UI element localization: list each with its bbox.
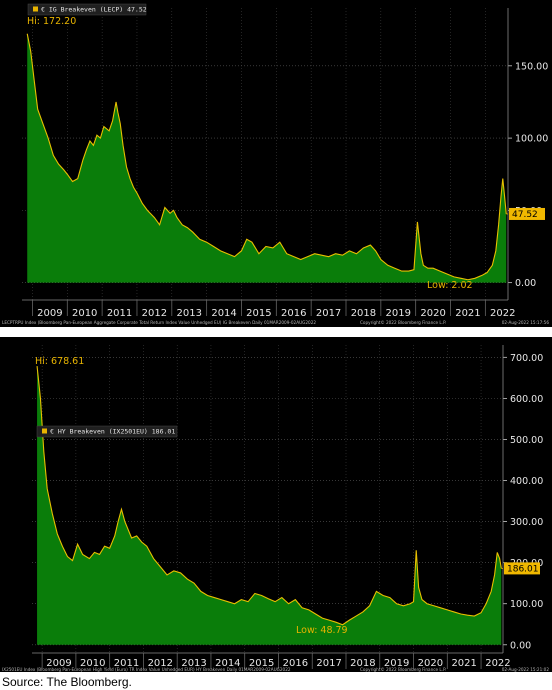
- ig-series-line: [26, 33, 507, 281]
- ig-area-fill: [27, 33, 507, 283]
- hy-x-tick-label: 2016: [283, 658, 308, 669]
- hy-x-tick-label: 2011: [114, 658, 139, 669]
- hy-x-tick-label: 2013: [181, 658, 206, 669]
- ig-x-tick-label: 2017: [316, 308, 341, 319]
- hy-breakeven-chart-panel: 700.00600.00500.00400.00300.00200.00100.…: [0, 337, 552, 672]
- ig-footer-description: LECPTRPU Index (Bloomberg Pan-European A…: [2, 320, 316, 325]
- hy-x-tick-label: 2014: [215, 658, 240, 669]
- ig-x-tick-label: 2009: [37, 308, 62, 319]
- ig-y-tick-label: 150.00: [515, 61, 548, 72]
- hy-x-tick-label: 2017: [316, 658, 341, 669]
- hy-y-tick-label: 0.00: [510, 640, 531, 651]
- hy-x-tick-label: 2010: [80, 658, 105, 669]
- hy-legend-box: [36, 425, 178, 438]
- ig-x-tick-label: 2020: [420, 308, 445, 319]
- hy-footer-description: IX2501EU Index (Bloomberg Pan-European H…: [2, 667, 291, 672]
- hy-x-tick-label: 2012: [148, 658, 173, 669]
- ig-low-label: Low: 2.02: [427, 280, 473, 291]
- hy-legend-label: € HY Breakeven (IX2501EU) 186.01: [50, 428, 175, 436]
- ig-breakeven-chart: 150.00100.0050.000.002009201020112012201…: [0, 0, 552, 327]
- ig-x-tick-label: 2013: [176, 308, 201, 319]
- ig-x-tick-label: 2011: [107, 308, 132, 319]
- hy-x-tick-label: 2020: [418, 658, 443, 669]
- hy-footer-copyright: Copyright© 2022 Bloomberg Finance L.P.: [360, 667, 446, 672]
- hy-y-tick-label: 500.00: [510, 435, 543, 446]
- ig-x-tick-label: 2010: [72, 308, 97, 319]
- ig-y-tick-label: 100.00: [515, 134, 548, 145]
- hy-y-tick-label: 600.00: [510, 394, 543, 405]
- hy-y-tick-label: 300.00: [510, 517, 543, 528]
- ig-legend-swatch: [33, 6, 38, 12]
- ig-x-tick-label: 2018: [351, 308, 376, 319]
- hy-y-tick-label: 400.00: [510, 476, 543, 487]
- hy-breakeven-chart: 700.00600.00500.00400.00300.00200.00100.…: [0, 337, 552, 672]
- hy-x-tick-label: 2009: [46, 658, 71, 669]
- hy-x-tick-label: 2015: [249, 658, 274, 669]
- ig-hi-label: Hi: 172.20: [27, 16, 76, 27]
- hy-last-value-box: [504, 562, 540, 575]
- ig-footer-date: 02-Aug-2022 15:17:56: [502, 320, 550, 325]
- hy-x-tick-label: 2019: [384, 658, 409, 669]
- hy-y-tick-label: 700.00: [510, 353, 543, 364]
- hy-legend-swatch: [42, 428, 47, 434]
- ig-x-tick-label: 2014: [211, 308, 236, 319]
- ig-y-tick-label: 0.00: [515, 278, 536, 289]
- ig-x-tick-label: 2022: [490, 308, 515, 319]
- hy-footer-date: 02-Aug-2022 15:21:02: [502, 667, 550, 672]
- ig-last-value-label: 47.52: [512, 210, 538, 220]
- ig-x-tick-label: 2016: [281, 308, 306, 319]
- hy-x-tick-label: 2022: [485, 658, 510, 669]
- hy-series-line: [36, 366, 502, 626]
- ig-x-tick-label: 2015: [246, 308, 271, 319]
- hy-area-fill: [37, 366, 502, 645]
- ig-x-tick-label: 2012: [142, 308, 167, 319]
- ig-legend-box: [27, 3, 147, 16]
- hy-low-label: Low: 48.79: [296, 625, 348, 636]
- source-note: Source: The Bloomberg.: [2, 675, 132, 689]
- ig-legend-label: € IG Breakeven (LECP) 47.52: [41, 6, 147, 14]
- ig-x-tick-label: 2019: [386, 308, 411, 319]
- hy-y-tick-label: 100.00: [510, 599, 543, 610]
- ig-breakeven-chart-panel: 150.00100.0050.000.002009201020112012201…: [0, 0, 552, 327]
- ig-last-value-box: [509, 207, 545, 220]
- ig-footer-copyright: Copyright© 2022 Bloomberg Finance L.P.: [360, 320, 446, 325]
- hy-x-tick-label: 2021: [451, 658, 476, 669]
- hy-hi-label: Hi: 678.61: [35, 356, 84, 367]
- hy-last-value-label: 186.01: [507, 565, 539, 575]
- hy-x-tick-label: 2018: [350, 658, 375, 669]
- ig-x-tick-label: 2021: [455, 308, 480, 319]
